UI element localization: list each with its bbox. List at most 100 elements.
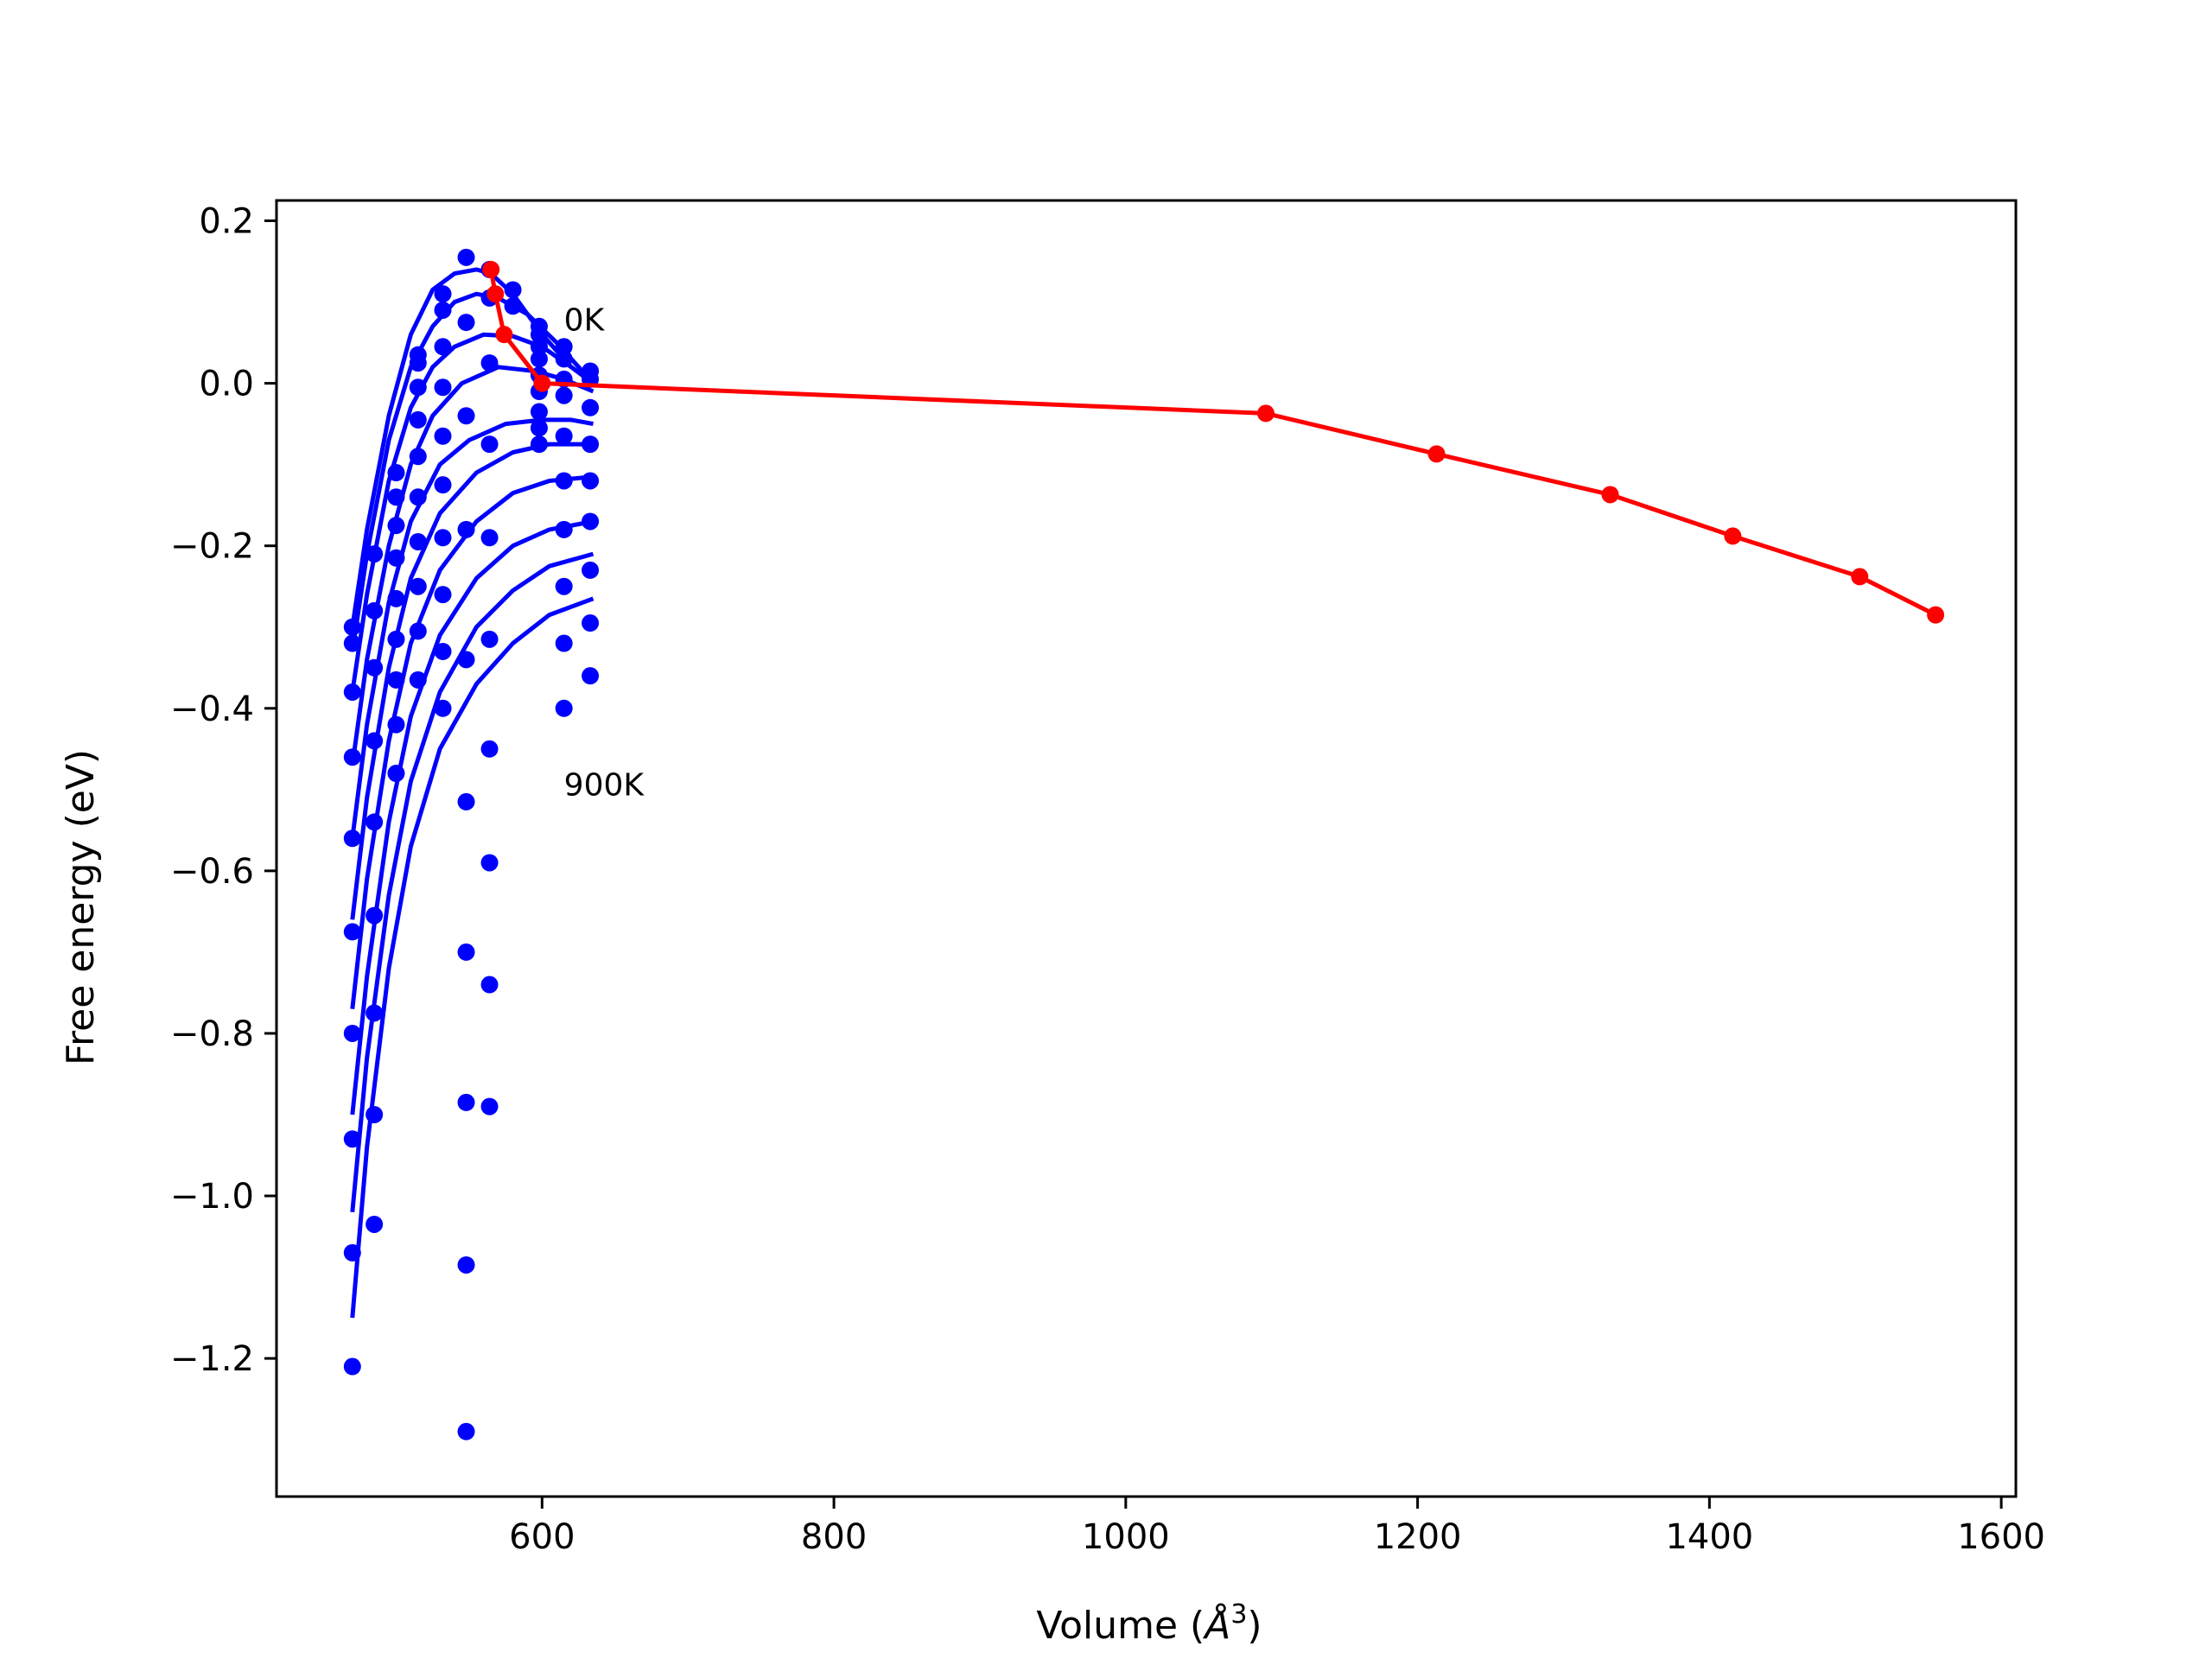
data-point <box>365 601 384 620</box>
data-point <box>457 314 475 332</box>
data-point <box>434 642 452 660</box>
x-axis-ticks: 600 800 1000 1200 1400 1600 <box>509 1497 2045 1557</box>
minima-point <box>482 260 500 278</box>
data-point <box>434 338 452 356</box>
data-point <box>480 976 499 994</box>
data-point <box>582 435 600 454</box>
data-point <box>504 297 522 315</box>
annotation-label: 900K <box>564 767 645 803</box>
data-point <box>409 671 427 689</box>
data-point <box>409 378 427 397</box>
data-point <box>457 520 475 538</box>
data-point <box>457 1255 475 1274</box>
data-point <box>343 1024 361 1042</box>
minima-point <box>533 374 551 392</box>
y-tick-label: 0.0 <box>199 365 254 404</box>
y-tick-label: −0.2 <box>170 527 254 567</box>
data-point <box>555 577 573 595</box>
x-tick-label: 800 <box>801 1517 867 1557</box>
data-point <box>480 435 499 454</box>
data-point <box>582 667 600 685</box>
x-tick-label: 1600 <box>1957 1517 2045 1557</box>
y-tick-label: −1.0 <box>170 1177 254 1217</box>
x-tick-label: 1400 <box>1665 1517 1753 1557</box>
data-point <box>409 577 427 595</box>
minima-point <box>1256 404 1274 423</box>
data-point <box>343 1130 361 1148</box>
minima-point <box>495 326 513 344</box>
data-point <box>582 561 600 579</box>
data-point <box>387 549 405 567</box>
data-point <box>457 248 475 266</box>
data-point <box>343 830 361 848</box>
data-point <box>457 1422 475 1440</box>
data-point <box>434 476 452 494</box>
data-point <box>409 410 427 429</box>
fit-curve <box>350 365 594 766</box>
data-point <box>365 1215 384 1233</box>
data-point <box>555 634 573 652</box>
data-point <box>530 350 548 368</box>
fit-curves <box>350 267 595 1319</box>
minima-series <box>482 260 1945 624</box>
y-axis-label: Free energy (eV) <box>59 749 103 1065</box>
data-point <box>365 813 384 831</box>
y-tick-label: −0.6 <box>170 852 254 892</box>
y-tick-label: −0.4 <box>170 690 254 729</box>
data-point <box>434 427 452 445</box>
data-point <box>365 732 384 750</box>
data-point <box>530 326 548 344</box>
data-point <box>409 448 427 466</box>
data-point <box>582 472 600 490</box>
data-point <box>434 699 452 717</box>
x-tick-label: 600 <box>509 1517 575 1557</box>
data-point <box>387 488 405 506</box>
data-point <box>582 398 600 416</box>
data-point <box>555 350 573 368</box>
fit-curve <box>350 519 594 1116</box>
data-point <box>409 622 427 640</box>
data-point <box>530 403 548 421</box>
x-tick-label: 1200 <box>1374 1517 1462 1557</box>
data-point <box>457 407 475 425</box>
y-tick-label: −0.8 <box>170 1014 254 1054</box>
annotations: 0K 900K <box>564 302 645 803</box>
data-point <box>387 630 405 648</box>
data-point <box>387 715 405 734</box>
y-tick-label: −1.2 <box>170 1339 254 1379</box>
data-point <box>480 854 499 872</box>
data-point <box>434 378 452 397</box>
data-point <box>555 699 573 717</box>
data-point <box>582 614 600 632</box>
data-point <box>409 354 427 372</box>
data-point <box>387 464 405 482</box>
data-point <box>387 517 405 535</box>
data-point <box>434 285 452 303</box>
data-point <box>343 748 361 766</box>
data-point <box>343 683 361 701</box>
data-point <box>530 338 548 356</box>
data-point <box>457 792 475 810</box>
x-axis-label: Volume (Å3) <box>1036 1599 1262 1648</box>
plot-frame <box>275 199 2018 1498</box>
minima-point <box>1427 445 1446 463</box>
fit-curve <box>350 596 594 1319</box>
fit-curve <box>350 267 594 628</box>
data-point <box>434 529 452 547</box>
minima-point <box>1724 527 1742 545</box>
data-point <box>457 651 475 669</box>
data-point <box>343 618 361 636</box>
data-point <box>555 520 573 538</box>
annotation-label: 0K <box>564 302 606 338</box>
data-point <box>434 586 452 604</box>
data-point <box>365 545 384 563</box>
data-point <box>409 532 427 550</box>
data-point <box>480 630 499 648</box>
data-point <box>387 671 405 689</box>
data-point <box>387 765 405 783</box>
fit-curve <box>350 332 594 693</box>
x-tick-label: 1000 <box>1082 1517 1170 1557</box>
data-point <box>365 658 384 677</box>
fit-curve <box>350 551 594 1213</box>
